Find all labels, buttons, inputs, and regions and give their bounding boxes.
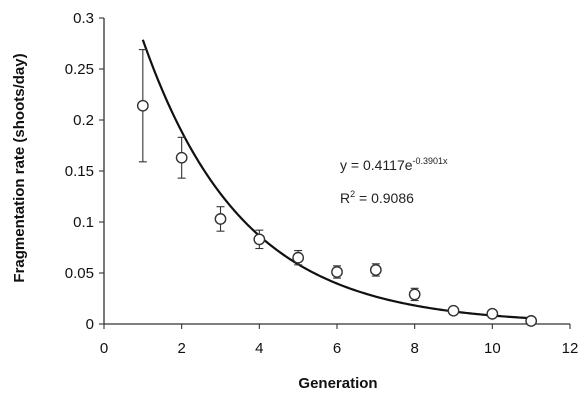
x-tick-label: 2 [177,340,185,357]
x-axis-title: Generation [298,375,377,392]
r-squared-value: = 0.9086 [355,190,414,206]
data-point [525,315,538,327]
r-squared-label: R2 = 0.9086 [340,189,414,206]
ticks-layer: 0 0.05 0.1 0.15 0.2 0.25 0.3 0 2 4 6 8 10 12 [65,10,579,357]
y-tick-label: 0.3 [73,10,94,27]
x-tick-label: 6 [333,340,341,357]
x-tick-label: 4 [255,340,263,357]
y-tick-label: 0.2 [73,112,94,129]
data-point [214,213,227,225]
data-point [447,304,460,317]
x-tick-label: 10 [484,340,501,357]
data-point [292,251,305,264]
data-point [369,264,382,276]
data-point [175,151,188,164]
x-tick-label: 0 [100,340,108,357]
exponential-trendline [141,39,532,320]
r-squared-prefix: R [340,190,350,206]
trendline-layer [141,39,532,320]
y-axis-title: Fragmentation rate (shoots/day) [11,53,28,282]
y-tick-label: 0.25 [65,61,94,78]
data-point [136,99,149,112]
y-tick-label: 0.05 [65,265,94,282]
data-point [331,266,343,278]
y-tick-label: 0 [86,316,94,333]
x-tick-label: 8 [410,340,418,357]
data-point [408,288,421,301]
y-tick-label: 0.1 [73,214,94,231]
y-tick-label: 0.15 [65,163,94,180]
r-squared-exponent: 2 [350,189,355,199]
trendline-equation: y = 0.4117e-0.3901x [340,156,448,173]
trendline-equation-base: y = 0.4117e [340,157,413,173]
data-point [253,233,266,246]
data-point [486,307,499,320]
points-layer [136,49,538,327]
x-tick-label: 12 [562,340,579,357]
trendline-equation-exponent: -0.3901x [413,156,449,166]
